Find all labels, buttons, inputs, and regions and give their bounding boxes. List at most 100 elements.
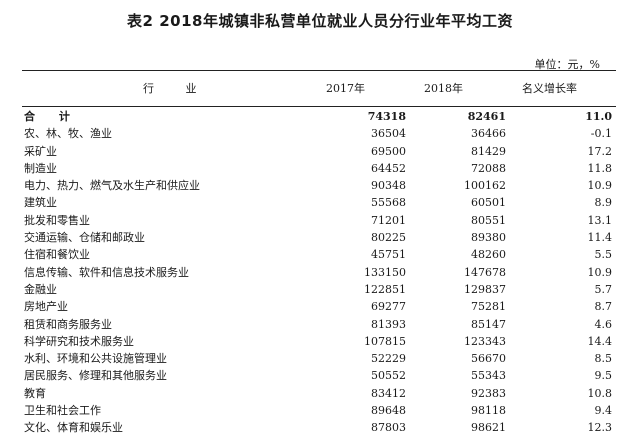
industry-cell: 合 计 bbox=[24, 110, 80, 123]
growth-cell: 4.6 bbox=[594, 317, 613, 331]
industry-cell: 电力、热力、燃气及水生产和供应业 bbox=[24, 179, 200, 193]
value-2017-cell: 52229 bbox=[371, 352, 406, 366]
growth-cell: -0.1 bbox=[590, 127, 612, 141]
table-row: 金融业 122851 129837 5.7 bbox=[22, 281, 616, 298]
value-2018-cell: 75281 bbox=[471, 300, 506, 314]
table-row: 交通运输、仓储和邮政业 80225 89380 11.4 bbox=[22, 229, 616, 246]
industry-cell: 文化、体育和娱乐业 bbox=[24, 421, 123, 435]
industry-cell: 房地产业 bbox=[24, 300, 68, 314]
growth-cell: 8.7 bbox=[594, 300, 613, 314]
industry-cell: 农、林、牧、渔业 bbox=[24, 127, 112, 141]
growth-cell: 13.1 bbox=[587, 213, 613, 227]
value-2017-cell: 50552 bbox=[371, 369, 406, 383]
value-2017-cell: 64452 bbox=[371, 161, 406, 175]
header-rule bbox=[22, 106, 616, 107]
value-2018-cell: 98118 bbox=[471, 404, 506, 418]
growth-cell: 11.4 bbox=[587, 231, 613, 245]
table-row: 采矿业 69500 81429 17.2 bbox=[22, 143, 616, 160]
growth-cell: 8.5 bbox=[594, 352, 613, 366]
table-title: 表2 2018年城镇非私营单位就业人员分行业年平均工资 bbox=[127, 12, 513, 30]
value-2018-cell: 123343 bbox=[464, 334, 506, 348]
industry-cell: 交通运输、仓储和邮政业 bbox=[24, 231, 145, 245]
value-2017-cell: 90348 bbox=[371, 179, 406, 193]
industry-cell: 制造业 bbox=[24, 161, 57, 175]
value-2017-cell: 45751 bbox=[371, 248, 406, 262]
industry-cell: 建筑业 bbox=[24, 196, 57, 210]
growth-cell: 5.5 bbox=[594, 248, 613, 262]
table-row: 电力、热力、燃气及水生产和供应业 90348 100162 10.9 bbox=[22, 177, 616, 194]
value-2017-cell: 71201 bbox=[371, 213, 406, 227]
table-row: 租赁和商务服务业 81393 85147 4.6 bbox=[22, 316, 616, 333]
table-header: 行 业 2017年 2018年 名义增长率 bbox=[22, 80, 616, 98]
table-row: 住宿和餐饮业 45751 48260 5.5 bbox=[22, 246, 616, 263]
table-row: 文化、体育和娱乐业 87803 98621 12.3 bbox=[22, 419, 616, 436]
growth-cell: 5.7 bbox=[594, 282, 613, 296]
header-industry: 行 业 bbox=[143, 82, 211, 95]
table-row: 房地产业 69277 75281 8.7 bbox=[22, 298, 616, 315]
value-2017-cell: 81393 bbox=[371, 317, 406, 331]
growth-cell: 11.8 bbox=[587, 161, 613, 175]
growth-cell: 14.4 bbox=[587, 334, 613, 348]
value-2017-cell: 69500 bbox=[371, 144, 406, 158]
growth-cell: 17.2 bbox=[587, 144, 613, 158]
value-2018-cell: 81429 bbox=[471, 144, 506, 158]
value-2017-cell: 55568 bbox=[371, 196, 406, 210]
value-2018-cell: 129837 bbox=[464, 282, 506, 296]
growth-cell: 12.3 bbox=[587, 421, 613, 435]
value-2018-cell: 60501 bbox=[471, 196, 506, 210]
industry-cell: 住宿和餐饮业 bbox=[24, 248, 90, 262]
growth-cell: 9.5 bbox=[594, 369, 613, 383]
value-2018-cell: 98621 bbox=[471, 421, 506, 435]
industry-cell: 租赁和商务服务业 bbox=[24, 317, 112, 331]
value-2017-cell: 133150 bbox=[364, 265, 406, 279]
table-row: 农、林、牧、渔业 36504 36466 -0.1 bbox=[22, 125, 616, 142]
table-row: 建筑业 55568 60501 8.9 bbox=[22, 194, 616, 211]
header-2018: 2018年 bbox=[424, 82, 463, 95]
industry-cell: 卫生和社会工作 bbox=[24, 404, 101, 418]
header-growth: 名义增长率 bbox=[522, 82, 577, 95]
growth-cell: 10.8 bbox=[587, 386, 613, 400]
industry-cell: 水利、环境和公共设施管理业 bbox=[24, 352, 167, 366]
growth-cell: 10.9 bbox=[587, 179, 613, 193]
industry-cell: 采矿业 bbox=[24, 144, 57, 158]
table-row-total: 合 计 74318 82461 11.0 bbox=[22, 108, 616, 125]
table-row: 水利、环境和公共设施管理业 52229 56670 8.5 bbox=[22, 350, 616, 367]
table-row: 制造业 64452 72088 11.8 bbox=[22, 160, 616, 177]
value-2018-cell: 56670 bbox=[471, 352, 506, 366]
table-body: 合 计 74318 82461 11.0 农、林、牧、渔业 36504 36466 -0.1 采… bbox=[22, 108, 616, 437]
table-row: 科学研究和技术服务业 107815 123343 14.4 bbox=[22, 333, 616, 350]
value-2017-cell: 122851 bbox=[364, 282, 406, 296]
table-row: 居民服务、修理和其他服务业 50552 55343 9.5 bbox=[22, 367, 616, 384]
value-2018-cell: 100162 bbox=[464, 179, 506, 193]
value-2017-cell: 36504 bbox=[371, 127, 406, 141]
growth-cell: 11.0 bbox=[585, 110, 612, 123]
industry-cell: 科学研究和技术服务业 bbox=[24, 334, 134, 348]
unit-label: 单位：元，% bbox=[534, 58, 600, 71]
table-row: 卫生和社会工作 89648 98118 9.4 bbox=[22, 402, 616, 419]
industry-cell: 信息传输、软件和信息技术服务业 bbox=[24, 265, 189, 279]
value-2017-cell: 69277 bbox=[371, 300, 406, 314]
header-2017: 2017年 bbox=[326, 82, 365, 95]
value-2018-cell: 89380 bbox=[471, 231, 506, 245]
value-2017-cell: 89648 bbox=[371, 404, 406, 418]
industry-cell: 教育 bbox=[24, 386, 46, 400]
growth-cell: 9.4 bbox=[594, 404, 613, 418]
industry-cell: 居民服务、修理和其他服务业 bbox=[24, 369, 167, 383]
growth-cell: 8.9 bbox=[594, 196, 613, 210]
value-2017-cell: 74318 bbox=[367, 110, 406, 123]
top-rule bbox=[22, 70, 616, 71]
value-2018-cell: 85147 bbox=[471, 317, 506, 331]
value-2018-cell: 72088 bbox=[471, 161, 506, 175]
table-row: 信息传输、软件和信息技术服务业 133150 147678 10.9 bbox=[22, 264, 616, 281]
value-2017-cell: 107815 bbox=[364, 334, 406, 348]
table-row: 批发和零售业 71201 80551 13.1 bbox=[22, 212, 616, 229]
value-2018-cell: 92383 bbox=[471, 386, 506, 400]
value-2018-cell: 147678 bbox=[464, 265, 506, 279]
growth-cell: 10.9 bbox=[587, 265, 613, 279]
industry-cell: 批发和零售业 bbox=[24, 213, 90, 227]
value-2018-cell: 80551 bbox=[471, 213, 506, 227]
table-row: 教育 83412 92383 10.8 bbox=[22, 385, 616, 402]
value-2017-cell: 87803 bbox=[371, 421, 406, 435]
value-2018-cell: 48260 bbox=[471, 248, 506, 262]
value-2018-cell: 55343 bbox=[471, 369, 506, 383]
